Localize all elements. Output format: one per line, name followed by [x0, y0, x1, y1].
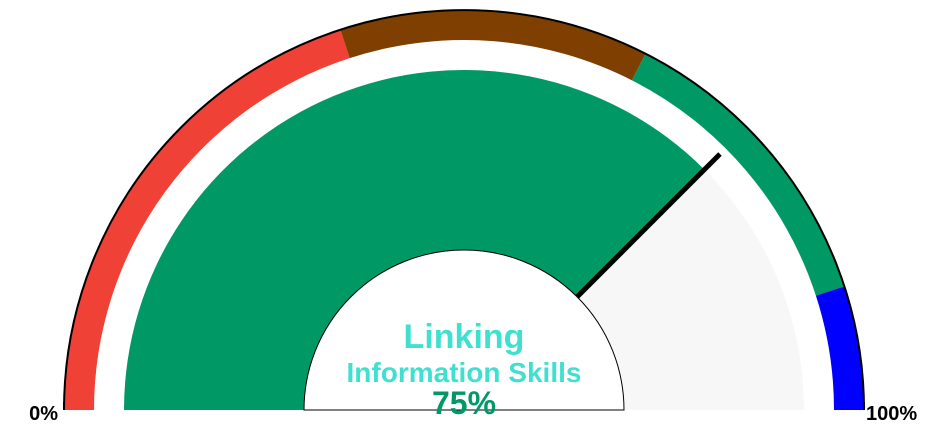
- value-label: 75%: [432, 385, 496, 421]
- tick-label: 0%: [29, 403, 58, 425]
- gauge-band: [815, 286, 864, 410]
- gauge-label: Information Skills: [347, 357, 582, 388]
- gauge-hub: [303, 249, 625, 411]
- gauge-outline: [63, 9, 865, 411]
- gauge-band: [64, 29, 350, 410]
- gauge-needle: [575, 152, 722, 299]
- gauge-band: [340, 9, 646, 81]
- gauge-value: [124, 70, 705, 410]
- gauge-label: Linking: [404, 318, 525, 356]
- tick-label: 100%: [866, 403, 917, 425]
- gauge-band: [631, 53, 845, 296]
- gauge-rest: [577, 169, 804, 410]
